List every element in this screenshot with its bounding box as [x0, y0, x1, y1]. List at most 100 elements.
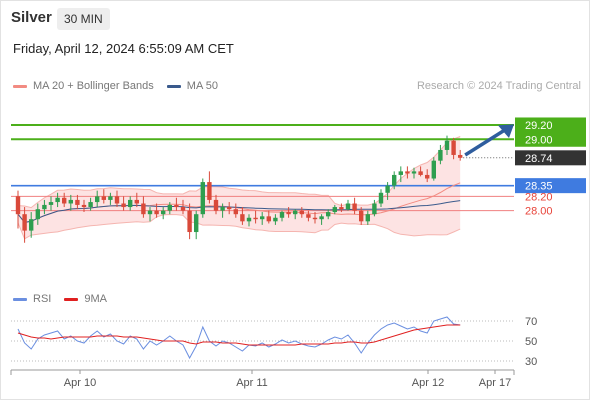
bollinger-upper-line: [17, 136, 461, 209]
candle-body: [101, 196, 106, 200]
legend-rsi-swatch: [13, 297, 27, 301]
legend-ma50-swatch: [166, 84, 181, 88]
rsi-series-9ma: [17, 324, 461, 346]
timeframe-badge[interactable]: 30 MIN: [57, 8, 110, 30]
candle-body: [22, 214, 27, 231]
datetime-label: Friday, April 12, 2024 6:55:09 AM CET: [13, 41, 234, 56]
rsi-legend: RSI 9MA: [13, 293, 107, 305]
candle-body: [48, 202, 54, 205]
legend-ma20-swatch: [13, 84, 27, 88]
candle-body: [326, 212, 331, 217]
main-legend: MA 20 + Bollinger Bands MA 50: [13, 80, 218, 92]
level-tag-28.35: [515, 178, 586, 194]
level-label-28.35: 28.35: [525, 181, 553, 193]
candle-body: [220, 207, 225, 211]
candle-body: [458, 154, 463, 158]
candle-body: [359, 210, 364, 222]
candle-body: [42, 204, 47, 210]
level-label-29.20: 29.20: [525, 120, 553, 132]
level-tag-29.20: [515, 117, 586, 133]
legend-9ma-label: 9MA: [84, 293, 107, 305]
candle-body: [273, 217, 278, 222]
candle-body: [240, 214, 245, 222]
candle-body: [15, 196, 21, 215]
rsi-tick-50: 50: [525, 336, 537, 348]
candle-body: [312, 217, 318, 220]
research-credit: Research © 2024 Trading Central: [416, 80, 581, 92]
candle-body: [299, 210, 304, 215]
candle-body: [411, 171, 417, 174]
bollinger-band-fill: [18, 136, 461, 239]
candle-body: [167, 204, 172, 211]
level-tag-28.74: [515, 150, 586, 166]
candle-body: [141, 203, 146, 215]
candle-body: [134, 199, 139, 204]
candle-body: [200, 182, 205, 215]
bollinger-lower-line: [17, 213, 461, 240]
level-label-28.20: 28.20: [525, 191, 553, 203]
candle-body: [425, 174, 430, 179]
x-tick-label: Apr 11: [236, 377, 268, 389]
candle-body: [444, 140, 450, 150]
x-tick-label: Apr 17: [479, 377, 511, 389]
candle-body: [207, 182, 212, 200]
target-arrow-head: [498, 124, 514, 138]
candle-body: [180, 207, 186, 211]
candle-body: [398, 171, 403, 175]
ma50-line: [17, 200, 461, 223]
candle-body: [339, 207, 344, 210]
candle-body: [62, 197, 67, 204]
level-label-28.74: 28.74: [525, 153, 553, 165]
candle-body: [68, 199, 73, 204]
candle-body: [405, 171, 410, 174]
candle-body: [108, 196, 113, 200]
candle-body: [253, 217, 258, 220]
legend-ma50-label: MA 50: [186, 80, 218, 92]
candle-body: [35, 209, 40, 220]
candle-body: [279, 212, 285, 218]
candle-body: [385, 185, 390, 193]
candle-body: [352, 203, 357, 211]
x-tick-label: Apr 12: [412, 377, 444, 389]
candle-body: [293, 210, 298, 215]
level-label-29.00: 29.00: [525, 134, 553, 146]
rsi-tick-30: 30: [525, 356, 537, 368]
candle-body: [319, 216, 324, 220]
candle-body: [95, 196, 100, 203]
candle-body: [286, 212, 291, 215]
candle-body: [75, 199, 80, 205]
candle-body: [174, 204, 179, 208]
candle-body: [392, 174, 397, 186]
level-label-28.00: 28.00: [525, 206, 553, 218]
candle-body: [88, 202, 93, 208]
candle-body: [246, 217, 252, 222]
candle-body: [365, 214, 370, 222]
candle-body: [213, 199, 219, 211]
x-tick-label: Apr 10: [64, 377, 96, 389]
candle-body: [154, 210, 159, 215]
candle-body: [438, 149, 443, 161]
candle-body: [431, 160, 436, 179]
candle-body: [378, 192, 384, 204]
candle-body: [418, 171, 423, 175]
legend-ma20-label: MA 20 + Bollinger Bands: [33, 80, 154, 92]
candle-body: [451, 140, 456, 155]
candle-body: [233, 209, 238, 215]
candle-body: [332, 207, 337, 213]
candle-body: [306, 214, 311, 218]
candle-body: [81, 204, 87, 208]
rsi-tick-70: 70: [525, 316, 537, 328]
candle-body: [227, 207, 232, 210]
candle-body: [121, 203, 126, 208]
candle-body: [114, 196, 120, 204]
candle-body: [260, 216, 265, 220]
target-arrow-shaft: [464, 127, 507, 157]
rsi-series-rsi: [17, 316, 461, 360]
level-tag-29.00: [515, 131, 586, 147]
candle-body: [128, 199, 133, 208]
candle-body: [55, 197, 60, 203]
legend-9ma-swatch: [64, 297, 79, 301]
instrument-title: Silver: [11, 9, 52, 26]
candle-body: [194, 214, 199, 233]
